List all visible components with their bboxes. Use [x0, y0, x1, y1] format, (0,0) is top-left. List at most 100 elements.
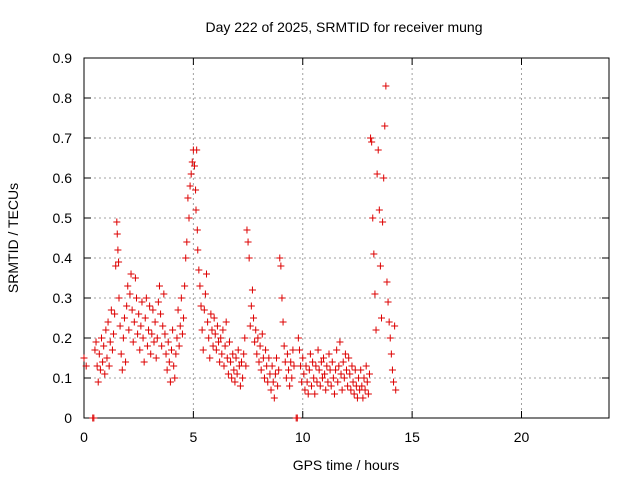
x-tick-label: 20: [514, 429, 530, 445]
data-point: [304, 390, 312, 398]
data-point: [178, 330, 186, 338]
data-point: [126, 290, 134, 298]
data-point: [287, 358, 295, 366]
data-point: [138, 298, 146, 306]
data-point: [334, 378, 342, 386]
data-point: [247, 302, 255, 310]
data-point: [367, 134, 375, 142]
data-point: [102, 326, 110, 334]
data-point: [212, 346, 220, 354]
data-point: [295, 346, 303, 354]
data-point: [150, 338, 158, 346]
data-point: [313, 378, 321, 386]
data-point: [117, 350, 125, 358]
data-point: [174, 306, 182, 314]
data-point: [392, 386, 400, 394]
data-point: [382, 82, 390, 90]
data-point: [289, 346, 297, 354]
data-point: [255, 358, 263, 366]
data-point: [301, 386, 309, 394]
data-point: [370, 250, 378, 258]
data-point: [285, 366, 293, 374]
data-point: [267, 386, 275, 394]
data-point: [230, 366, 238, 374]
data-point: [100, 342, 108, 350]
data-point: [185, 214, 193, 222]
data-point: [373, 170, 381, 178]
data-point: [143, 342, 151, 350]
data-point: [158, 342, 166, 350]
data-point: [98, 334, 105, 342]
data-point: [290, 362, 298, 370]
data-point: [302, 362, 310, 370]
data-point: [200, 306, 208, 314]
data-point: [206, 354, 214, 362]
data-point: [216, 358, 224, 366]
data-point: [333, 346, 341, 354]
y-axis-label: SRMTID / TECUs: [5, 183, 21, 293]
data-point: [160, 290, 168, 298]
data-point: [205, 334, 213, 342]
data-point: [320, 354, 328, 362]
data-point: [362, 362, 370, 370]
data-point: [248, 286, 256, 294]
data-point: [139, 334, 147, 342]
data-point: [288, 374, 296, 382]
data-point: [113, 218, 121, 226]
y-tick-label: 0.7: [53, 130, 73, 146]
data-point: [92, 338, 100, 346]
data-point: [364, 390, 372, 398]
x-tick-label: 5: [189, 429, 197, 445]
data-point: [176, 322, 184, 330]
data-point: [190, 162, 198, 170]
x-tick-label: 15: [404, 429, 420, 445]
data-point: [340, 374, 348, 382]
data-point: [184, 194, 192, 202]
data-point: [134, 330, 142, 338]
data-point: [358, 382, 366, 390]
data-point: [219, 326, 227, 334]
data-point: [321, 370, 329, 378]
data-point: [208, 326, 216, 334]
data-point: [245, 254, 253, 262]
data-point: [309, 358, 317, 366]
data-point: [162, 350, 170, 358]
data-point: [380, 174, 388, 182]
data-point: [129, 338, 137, 346]
data-point: [203, 270, 210, 278]
data-point: [94, 378, 102, 386]
data-point: [375, 206, 383, 214]
data-point: [388, 366, 396, 374]
data-point: [324, 378, 332, 386]
x-axis-label: GPS time / hours: [293, 457, 400, 473]
data-point: [345, 354, 353, 362]
data-point: [314, 346, 322, 354]
data-point: [244, 238, 252, 246]
data-point: [103, 354, 111, 362]
data-point: [279, 318, 287, 326]
data-point: [183, 238, 191, 246]
data-point: [115, 294, 123, 302]
data-point: [209, 342, 217, 350]
data-point: [336, 338, 344, 346]
data-point: [90, 414, 98, 422]
data-point: [315, 366, 323, 374]
data-point: [335, 362, 343, 370]
data-point: [207, 310, 215, 318]
data-point: [195, 266, 203, 274]
data-point: [254, 334, 262, 342]
data-point: [306, 350, 314, 358]
y-tick-label: 0: [64, 410, 72, 426]
data-point: [390, 378, 398, 386]
data-point: [286, 382, 294, 390]
data-point: [210, 314, 218, 322]
data-point: [149, 306, 157, 314]
data-point: [175, 342, 183, 350]
data-point: [258, 330, 266, 338]
data-point: [310, 374, 318, 382]
data-point: [363, 378, 371, 386]
data-point: [384, 298, 392, 306]
data-point: [213, 322, 221, 330]
data-point: [386, 334, 394, 342]
